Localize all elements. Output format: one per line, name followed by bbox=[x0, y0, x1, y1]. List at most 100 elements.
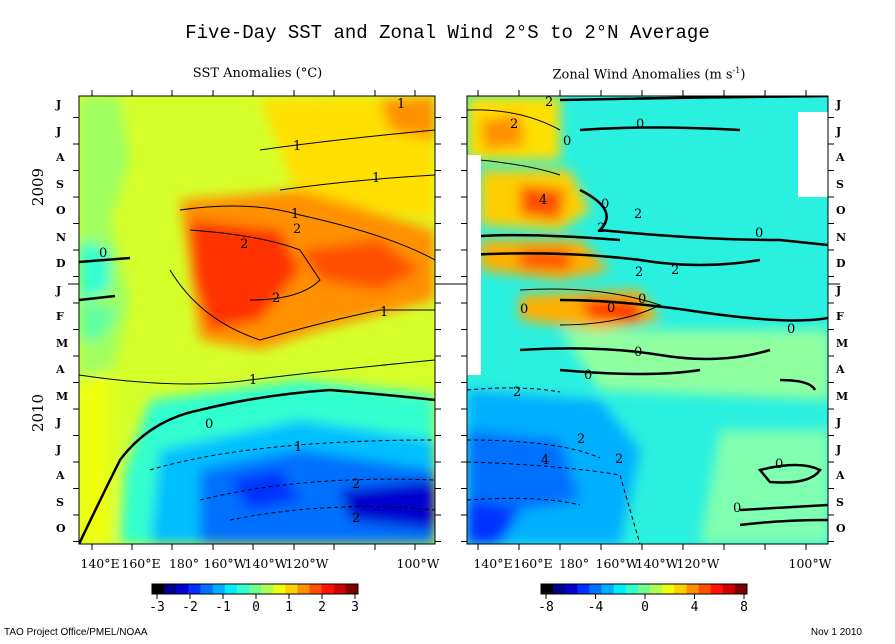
month-label-right: O bbox=[836, 204, 846, 217]
wind-colorbar-swatch bbox=[734, 584, 748, 594]
wind-heatmap bbox=[467, 96, 828, 544]
wind-colorbar-swatch bbox=[613, 584, 627, 594]
lon-label-sst: 120°W bbox=[285, 556, 329, 571]
wind-panel-title: Zonal Wind Anomalies (m s-1) bbox=[552, 66, 746, 83]
month-label-left: A bbox=[56, 469, 65, 482]
wind-contour-label: 0 bbox=[584, 368, 592, 383]
missing-data-right bbox=[798, 112, 828, 197]
wind-colorbar-swatch bbox=[589, 584, 603, 594]
month-label-right: S bbox=[836, 177, 844, 191]
sst-colorbar-swatch bbox=[224, 584, 238, 594]
lon-label-wind: 160°W bbox=[595, 556, 639, 571]
month-label-right: J bbox=[836, 416, 842, 429]
wind-colorbar-swatch bbox=[722, 584, 736, 594]
wind-colorbar-swatch bbox=[553, 584, 566, 594]
wind-contour-label: 2 bbox=[513, 385, 521, 400]
sst-colorbar-label: 1 bbox=[285, 600, 293, 615]
month-label-right: F bbox=[836, 310, 844, 323]
sst-contour-label: 2 bbox=[272, 291, 280, 306]
sst-colorbar-swatch bbox=[285, 584, 298, 594]
sst-contour-label: 1 bbox=[372, 171, 380, 186]
lon-label-sst: 160°W bbox=[203, 556, 247, 571]
month-label-left: O bbox=[56, 204, 66, 217]
sst-colorbar-swatch bbox=[248, 584, 262, 594]
sst-colorbar-label: -2 bbox=[182, 600, 198, 615]
sst-contour-label: 1 bbox=[291, 207, 299, 222]
wind-contour-label: 2 bbox=[545, 95, 553, 110]
axis-ticks bbox=[73, 90, 834, 550]
sst-contour-label: 1 bbox=[293, 139, 301, 154]
sst-colorbar-swatch bbox=[188, 584, 201, 594]
wind-contour-label: 0 bbox=[563, 134, 571, 149]
month-label-right: S bbox=[836, 495, 844, 509]
wind-contour-label: 0 bbox=[733, 501, 741, 516]
sst-contour-label: 1 bbox=[294, 440, 302, 455]
wind-colorbar-swatch bbox=[698, 584, 712, 594]
month-label-right: A bbox=[836, 151, 845, 164]
wind-contour-label: 0 bbox=[755, 226, 763, 241]
month-label-left: M bbox=[56, 389, 69, 403]
lon-label-wind: 120°W bbox=[676, 556, 720, 571]
wind-contour-label: 0 bbox=[787, 322, 795, 337]
sst-colorbar-label: 3 bbox=[351, 600, 359, 615]
month-label-left: J bbox=[56, 98, 62, 111]
sst-contour-label: 2 bbox=[240, 237, 248, 252]
missing-data-left bbox=[467, 155, 481, 375]
month-label-left: J bbox=[56, 416, 62, 429]
sst-colorbar-label: -1 bbox=[215, 600, 231, 615]
sst-colorbar-label: -3 bbox=[149, 600, 165, 615]
sst-colorbar-swatch bbox=[273, 584, 286, 594]
month-label-right: M bbox=[836, 389, 849, 403]
sst-colorbar-swatch bbox=[152, 584, 165, 594]
wind-contour-label: 0 bbox=[638, 292, 646, 307]
sst-colorbar-swatch bbox=[212, 584, 226, 594]
footer-date: Nov 1 2010 bbox=[810, 627, 862, 638]
sst-colorbar-label: 0 bbox=[252, 600, 260, 615]
month-label-left: J bbox=[56, 124, 62, 138]
sst-heatmap bbox=[79, 96, 435, 544]
lon-label-sst: 160°E bbox=[121, 556, 161, 571]
wind-contour-label: 0 bbox=[634, 345, 642, 360]
month-label-left: J bbox=[56, 283, 62, 297]
sst-colorbar-swatch bbox=[345, 584, 359, 594]
wind-colorbar-swatch bbox=[577, 584, 590, 594]
month-label-right: O bbox=[836, 522, 846, 535]
wind-contour-label: 2 bbox=[597, 221, 605, 236]
sst-panel-title: SST Anomalies (°C) bbox=[192, 66, 323, 81]
wind-colorbar-swatch bbox=[565, 584, 578, 594]
wind-colorbar-swatch bbox=[650, 584, 663, 594]
wind-colorbar-label: -8 bbox=[538, 600, 554, 615]
wind-colorbar-swatch bbox=[710, 584, 724, 594]
month-label-left: O bbox=[56, 522, 66, 535]
wind-colorbar-swatch bbox=[601, 584, 615, 594]
month-label-left: J bbox=[56, 442, 62, 456]
month-label-right: J bbox=[836, 124, 842, 138]
month-label-right: J bbox=[836, 283, 842, 297]
month-label-right: N bbox=[836, 230, 847, 244]
sst-colorbar-label: 2 bbox=[318, 600, 326, 615]
month-label-left: F bbox=[56, 310, 64, 323]
wind-colorbar-swatch bbox=[662, 584, 675, 594]
wind-contour-label: 2 bbox=[577, 432, 585, 447]
colorbars bbox=[151, 583, 748, 599]
sst-colorbar-swatch bbox=[333, 584, 347, 594]
wind-colorbar-label: -4 bbox=[587, 600, 604, 615]
sst-colorbar-swatch bbox=[297, 584, 311, 594]
lon-label-wind: 100°W bbox=[788, 556, 832, 571]
lon-label-wind: 140°E bbox=[473, 556, 513, 571]
sst-colorbar-swatch bbox=[164, 584, 177, 594]
month-label-left: S bbox=[56, 177, 64, 191]
wind-contour-label: 0 bbox=[607, 301, 615, 316]
wind-contour-label: 4 bbox=[541, 453, 549, 468]
wind-colorbar-swatch bbox=[637, 584, 651, 594]
wind-colorbar-label: 0 bbox=[641, 600, 649, 615]
wind-colorbar-label: 8 bbox=[740, 600, 748, 615]
wind-colorbar-swatch bbox=[625, 584, 639, 594]
month-label-left: D bbox=[56, 257, 66, 270]
sst-contour-label: 2 bbox=[293, 222, 301, 237]
wind-plot-frame bbox=[466, 95, 829, 545]
sst-colorbar-frame bbox=[151, 583, 359, 595]
sst-contour-label: 1 bbox=[380, 305, 388, 320]
month-label-left: S bbox=[56, 495, 64, 509]
